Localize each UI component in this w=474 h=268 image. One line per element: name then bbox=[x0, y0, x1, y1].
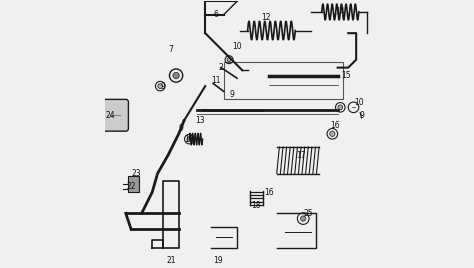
Text: 17: 17 bbox=[296, 151, 305, 159]
Text: 9: 9 bbox=[160, 82, 165, 91]
Circle shape bbox=[158, 84, 163, 88]
Bar bbox=[128, 176, 139, 192]
Text: 9: 9 bbox=[359, 111, 364, 120]
Circle shape bbox=[227, 58, 231, 62]
Text: 10: 10 bbox=[232, 42, 242, 51]
Circle shape bbox=[338, 105, 343, 110]
Text: 11: 11 bbox=[211, 76, 220, 85]
Text: 7: 7 bbox=[168, 44, 173, 54]
Text: 25: 25 bbox=[304, 209, 313, 218]
Text: 14: 14 bbox=[336, 8, 345, 17]
Text: 9: 9 bbox=[229, 90, 234, 99]
Text: 10: 10 bbox=[354, 98, 364, 107]
Circle shape bbox=[330, 131, 335, 136]
Text: 21: 21 bbox=[166, 256, 175, 265]
Circle shape bbox=[173, 72, 179, 79]
Text: 22: 22 bbox=[126, 182, 136, 191]
Text: 2: 2 bbox=[219, 63, 223, 72]
Text: 13: 13 bbox=[195, 116, 205, 125]
Text: 18: 18 bbox=[251, 201, 260, 210]
Text: 9: 9 bbox=[179, 124, 184, 133]
Text: 10: 10 bbox=[184, 135, 194, 144]
Text: 19: 19 bbox=[214, 256, 223, 265]
Text: 15: 15 bbox=[341, 71, 350, 80]
Circle shape bbox=[301, 216, 306, 221]
Text: 12: 12 bbox=[261, 13, 271, 22]
Text: 16: 16 bbox=[330, 121, 340, 130]
Text: 6: 6 bbox=[213, 10, 218, 19]
Circle shape bbox=[187, 137, 191, 142]
Text: 24: 24 bbox=[105, 111, 115, 120]
Text: 23: 23 bbox=[132, 169, 141, 178]
Text: 16: 16 bbox=[264, 188, 273, 197]
FancyBboxPatch shape bbox=[102, 99, 128, 131]
